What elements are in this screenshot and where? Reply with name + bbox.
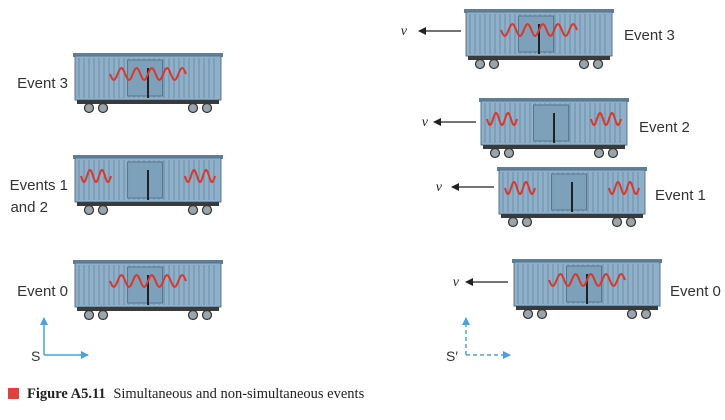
- car-underframe: [77, 307, 219, 311]
- car-wheel: [97, 309, 109, 321]
- event-label-line-2: and 2: [10, 199, 48, 216]
- sprime-axes: S′: [446, 317, 511, 364]
- boxcar: [497, 167, 647, 228]
- car-wheel: [536, 308, 548, 320]
- car-wheel: [611, 216, 623, 228]
- light-wave-left: [80, 168, 112, 184]
- s-axes: S: [31, 317, 89, 364]
- boxcar: [73, 260, 223, 321]
- velocity-symbol: v: [422, 115, 429, 130]
- car-wheel: [593, 147, 605, 159]
- car-wheel: [578, 58, 590, 70]
- light-wave-right: [184, 168, 216, 184]
- car-underframe: [77, 202, 219, 206]
- car-roof: [73, 260, 223, 264]
- car-wheel: [607, 147, 619, 159]
- light-wave-left: [486, 111, 518, 127]
- car-wheel: [83, 102, 95, 114]
- event-label-line-1: Events 1: [10, 177, 68, 194]
- light-wave: [109, 66, 187, 82]
- boxcar: [73, 155, 223, 216]
- car-underframe: [516, 306, 658, 310]
- car-door: [533, 104, 570, 142]
- car-underframe: [501, 214, 643, 218]
- car-wheel: [201, 204, 213, 216]
- car-wheel: [521, 216, 533, 228]
- light-wave-right: [608, 180, 640, 196]
- event-label: Event 3: [17, 75, 68, 92]
- car-wheel: [474, 58, 486, 70]
- car-wheel: [507, 216, 519, 228]
- car-wheel: [201, 102, 213, 114]
- boxcar: [464, 9, 614, 70]
- light-wave-left: [504, 180, 536, 196]
- velocity-symbol: v: [453, 275, 460, 290]
- car-roof: [512, 259, 662, 263]
- car-wheel: [488, 58, 500, 70]
- car-wheel: [489, 147, 501, 159]
- car-roof: [73, 155, 223, 159]
- event-label: Event 2: [639, 119, 690, 136]
- sprime-car-event-0: v Event 0: [453, 259, 721, 320]
- car-roof: [464, 9, 614, 13]
- event-label: Event 0: [670, 283, 721, 300]
- car-wheel: [592, 58, 604, 70]
- sprime-car-event-3: v Event 3: [401, 9, 675, 70]
- s-car-events-1-and-2: Events 1 and 2: [10, 155, 223, 216]
- frame-s: Event 3 Events 1 and 2 Event 0 S: [10, 53, 223, 364]
- car-wheel: [640, 308, 652, 320]
- figure-number: Figure A5.11: [27, 386, 106, 402]
- sprime-axis-label: S′: [446, 348, 458, 364]
- boxcar: [512, 259, 662, 320]
- event-label: Event 3: [624, 27, 675, 44]
- car-roof: [479, 98, 629, 102]
- car-wheel: [625, 216, 637, 228]
- car-roof: [497, 167, 647, 171]
- car-wheel: [201, 309, 213, 321]
- s-car-event-0: Event 0: [17, 260, 223, 321]
- car-wheel: [83, 309, 95, 321]
- s-car-event-3: Event 3: [17, 53, 223, 114]
- car-underframe: [468, 56, 610, 60]
- light-wave-right: [590, 111, 622, 127]
- car-wheel: [503, 147, 515, 159]
- figure-caption: Figure A5.11 Simultaneous and non-simult…: [8, 386, 708, 403]
- boxcar: [73, 53, 223, 114]
- car-roof: [73, 53, 223, 57]
- car-wheel: [97, 204, 109, 216]
- caption-text: Simultaneous and non-simultaneous events: [113, 386, 365, 402]
- car-wheel: [187, 309, 199, 321]
- light-wave: [548, 272, 626, 288]
- light-wave: [109, 273, 187, 289]
- event-label: Event 1: [655, 187, 706, 204]
- boxcar: [479, 98, 629, 159]
- car-underframe: [483, 145, 625, 149]
- car-door: [551, 173, 588, 211]
- event-label: Event 0: [17, 283, 68, 300]
- velocity-symbol: v: [436, 180, 443, 195]
- sprime-car-event-1: v Event 1: [436, 167, 706, 228]
- car-wheel: [626, 308, 638, 320]
- sprime-car-event-2: v Event 2: [422, 98, 690, 159]
- car-door: [127, 161, 164, 199]
- caption-marker: [8, 388, 19, 399]
- light-wave: [500, 22, 578, 38]
- car-wheel: [187, 102, 199, 114]
- car-underframe: [77, 100, 219, 104]
- car-wheel: [187, 204, 199, 216]
- velocity-symbol: v: [401, 24, 408, 39]
- car-wheel: [97, 102, 109, 114]
- car-wheel: [83, 204, 95, 216]
- car-wheel: [522, 308, 534, 320]
- frame-s-prime: v Event 3 v Event 2 v Event 1 v Event 0 …: [401, 9, 721, 364]
- s-axis-label: S: [31, 348, 40, 364]
